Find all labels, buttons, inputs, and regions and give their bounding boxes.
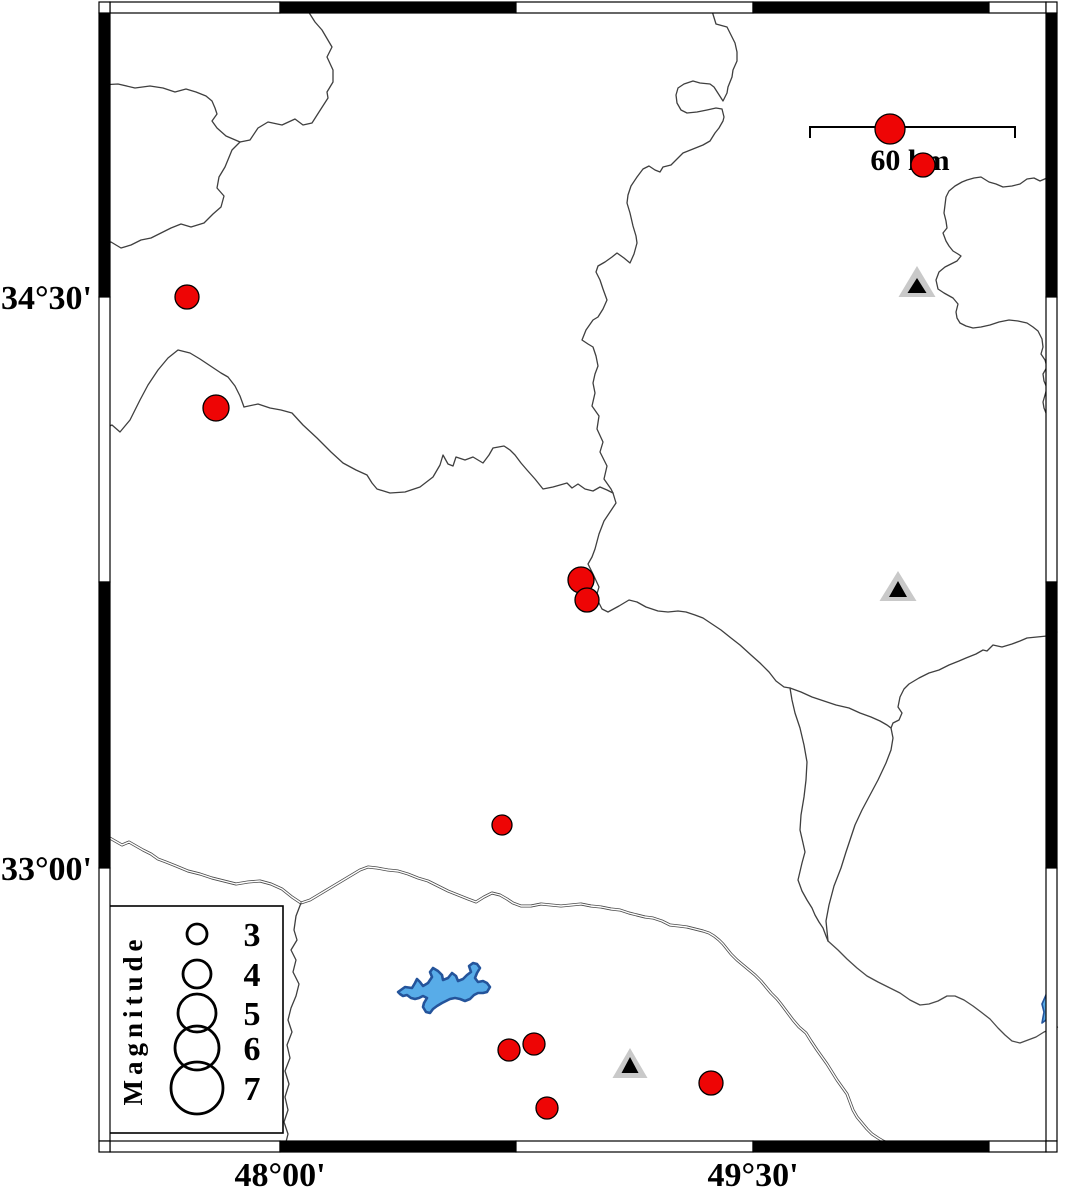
magnitude-circle [185,922,209,946]
epicenter-marker [497,1038,521,1062]
epicenter-marker [491,814,513,836]
boundary-line [587,492,791,689]
latitude-label: 33°00' [1,851,92,888]
epicenters-layer [174,113,936,1120]
river-branch-line [827,940,1059,1044]
station-triangle-inner-icon [889,581,907,597]
station-triangle-inner-icon [907,278,927,293]
frame-segment [98,1,111,14]
magnitude-circle [169,1060,225,1116]
scale-bar-label: 60 km [870,144,949,177]
magnitude-circle [181,958,213,990]
epicenter-marker [522,1032,546,1056]
frame-segment [98,1140,111,1153]
frame-segment [988,1140,1047,1153]
boundary-line [789,687,892,729]
boundary-line [99,141,241,249]
longitude-label: 48°00' [234,1157,325,1191]
boundary-line [99,349,245,433]
frame-segment [98,296,111,583]
frame-segment [279,1140,517,1153]
legend-title: Magnitude [118,934,148,1105]
frame-segment [98,581,111,869]
frame-segment [279,1,517,14]
frame-segment [1045,581,1058,869]
boundary-line [825,727,894,942]
boundary-line [890,631,1058,729]
frame-segment [1045,867,1058,1142]
magnitude-label: 4 [244,957,261,994]
magnitude-label: 7 [244,1071,261,1108]
frame-segment [1045,1140,1058,1153]
frame-segment [752,1,990,14]
frame-segment [515,1,754,14]
map-frame [98,1,1058,1153]
boundary-line [935,176,1048,414]
epicenter-marker [202,394,230,422]
frame-segment [98,12,111,298]
boundary-line [243,403,614,494]
frame-segment [1045,296,1058,583]
epicenter-marker [535,1096,559,1120]
epicenter-marker [174,284,200,310]
boundary-line [99,83,241,143]
frame-segment [515,1140,754,1153]
boundary-line [789,687,829,942]
magnitude-label: 3 [244,917,261,954]
boundary-line [239,10,334,143]
river-centerline [99,836,889,1144]
lake-shape [396,961,492,1015]
epicenter-marker [910,152,936,178]
boundaries-layer [99,10,1058,1143]
stations-layer [612,266,936,1078]
frame-segment [109,1,281,14]
latitude-label: 34°30' [1,280,92,317]
scale-bar: 60 km [809,126,1016,177]
axis-labels: 34°30' 33°00' 48°00' 49°30' [1,280,799,1191]
magnitude-label: 6 [244,1031,261,1068]
epicenter-marker [874,113,906,145]
frame-segment [988,1,1047,14]
station-triangle-inner-icon [621,1057,639,1073]
frame-segment [1045,12,1058,298]
magnitude-circle [173,1024,221,1072]
longitude-label: 49°30' [707,1157,798,1191]
epicenter-marker [574,587,600,613]
boundary-line [581,10,738,494]
magnitude-label: 5 [244,996,261,1033]
frame-segment [109,1140,281,1153]
lakes-layer [396,961,1057,1024]
frame-segment [98,867,111,1142]
frame-segment [752,1140,990,1153]
boundary-line [283,902,302,1143]
rivers-layer [98,835,1059,1145]
epicenter-marker [698,1070,724,1096]
frame-segment [1045,1,1058,14]
magnitude-circle [176,992,218,1034]
